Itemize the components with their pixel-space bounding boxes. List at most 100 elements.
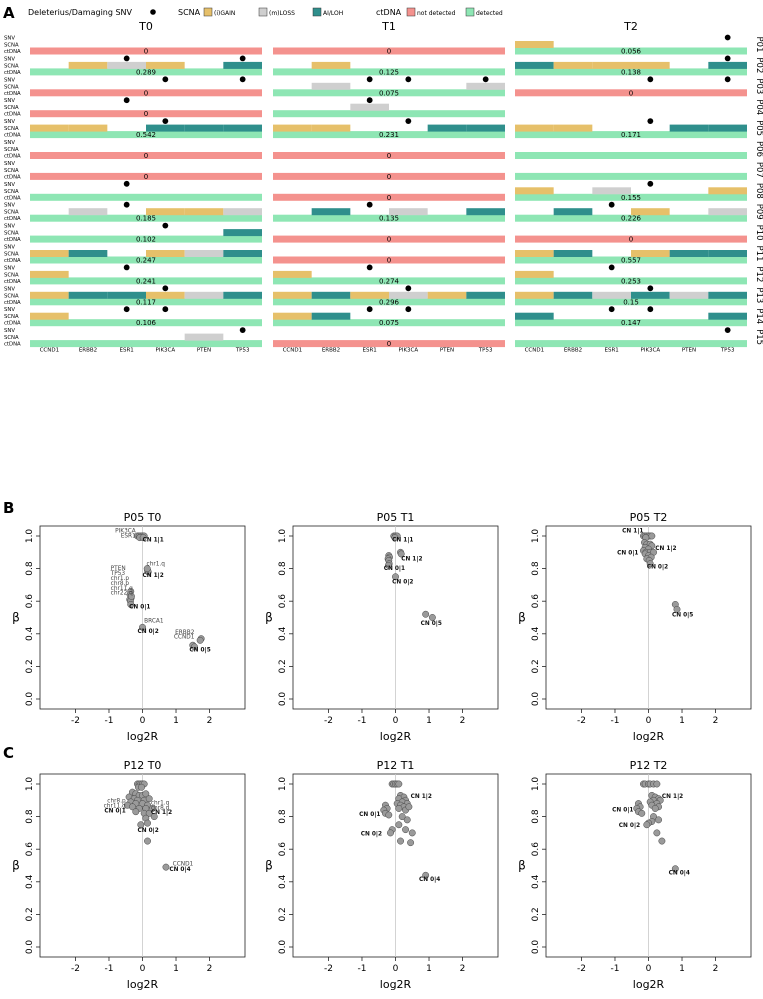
scna-segment-erbb2-loss [311,82,351,90]
snv-dot-pik3ca [405,118,412,124]
track-label-snv: SNV [4,140,15,146]
scna-segment-erbb2-ailoh [311,291,351,299]
ctdna-bar [273,68,505,76]
track-label-scna: SCNA [4,105,19,111]
scna-segment-esr1-loss [107,61,146,69]
track-label-ctdna: ctDNA [4,49,21,55]
ctdna-bar [515,68,747,76]
point-annotation: chr11.q [104,804,126,810]
scna-segment-ccnd1-ailoh [515,312,554,320]
gene-tick-pik3ca: PIK3CA [156,348,176,354]
data-point [144,837,151,845]
scna-segment-erbb2-ailoh [553,208,593,216]
track-label-snv: SNV [4,36,15,42]
x-tick-label: 0 [140,964,146,974]
data-point [142,790,150,798]
x-tick-label: 0 [393,964,399,974]
data-point [139,534,147,542]
x-tick-label: -1 [610,964,619,974]
ctdna-bar [30,277,262,285]
ctdna-bar [515,193,747,201]
scna-segment-pik3ca-gain [631,208,670,216]
snv-dot-esr1 [608,306,615,313]
gene-tick-erbb2: ERBB2 [564,348,582,354]
track-label-snv: SNV [4,245,15,251]
ctdna-bar [515,277,747,285]
point-annotation: CN 1|2 [655,546,676,552]
scatter-title: P12 T1 [377,759,415,772]
data-point [144,819,151,827]
snv-dot-tp53 [239,76,246,83]
data-point [191,643,198,651]
ctdna-bar [273,110,505,118]
x-axis-label: log2R [380,978,412,991]
ctdna-value: 0.274 [379,277,400,285]
track-label-ctdna: ctDNA [4,279,21,285]
y-tick-label: 0.6 [278,842,288,857]
y-tick-label: 0.2 [278,907,288,921]
patient-label-P13: P13 [754,287,763,303]
scna-segment-esr1-loss [350,103,389,111]
ctdna-bar [273,172,505,180]
scna-segment-erbb2-ailoh [68,250,108,257]
data-point [395,821,403,829]
legend-item-det: detected [476,10,503,17]
point-annotation: CN 1|2 [411,794,432,800]
gene-tick-pten: PTEN [682,348,696,354]
track-label-ctdna: ctDNA [4,133,21,139]
snv-dot-esr1 [608,201,615,208]
x-axis-label: log2R [127,978,159,991]
ctdna-bar [30,214,262,222]
scna-segment-erbb2-gain [311,61,351,69]
scna-segment-pten-ailoh [184,124,224,132]
y-tick-label: 0.8 [25,809,35,824]
snv-dot-esr1 [123,306,130,313]
ctdna-bar [273,47,505,55]
x-tick-label: 2 [207,716,213,726]
scna-segment-erbb2-gain [311,124,351,132]
scna-segment-erbb2-loss [68,208,108,216]
patient-label-P15: P15 [754,329,763,345]
track-label-ctdna: ctDNA [4,174,21,180]
ctdna-bar [30,89,262,97]
point-annotation: chr8.p [111,581,130,587]
scna-segment-esr1-gain [350,291,389,299]
data-point [653,829,661,837]
ctdna-value: 0.125 [379,68,399,76]
y-tick-label: 1.0 [531,529,541,544]
point-annotation: PIK3CA [115,529,136,535]
x-tick-label: -2 [324,716,333,726]
data-point [655,816,663,824]
x-tick-label: 2 [713,716,719,726]
y-tick-label: 1.0 [278,529,288,544]
point-annotation: CN 0|5 [672,613,693,619]
scna-segment-ccnd1-gain [30,312,69,320]
point-annotation: TP53 [110,571,126,577]
ctdna-bar [30,256,262,264]
snv-dot-tp53 [724,55,731,62]
timepoint-header-T0: T0 [138,20,153,33]
scna-segment-tp53-ailoh [466,208,505,216]
x-tick-label: -2 [577,964,586,974]
gene-tick-ccnd1: CCND1 [40,348,60,354]
point-annotation: chr1.q [151,800,170,806]
y-tick-label: 0.0 [25,692,35,707]
ctdna-value: 0 [629,89,633,97]
y-tick-label: 0.8 [531,809,541,824]
scna-segment-ccnd1-gain [515,187,554,195]
data-point [395,805,403,812]
track-label-scna: SCNA [4,43,19,49]
x-tick-label: 1 [426,964,432,974]
gene-tick-esr1: ESR1 [363,348,377,354]
ctdna-bar [273,152,505,159]
timepoint-header-T2: T2 [623,20,638,33]
ctdna-value: 0.106 [136,319,157,327]
ctdna-bar [30,68,262,76]
y-tick-label: 0.2 [25,659,35,673]
y-tick-label: 0.4 [25,874,35,889]
ctdna-value: 0.171 [621,131,641,139]
panel-a-oncoprint: A Deleterius/Damaging SNV SCNA (i)GAIN (m)LO… [3,4,763,354]
ctdna-bar [273,235,505,243]
timepoint-header-T1: T1 [381,20,396,33]
